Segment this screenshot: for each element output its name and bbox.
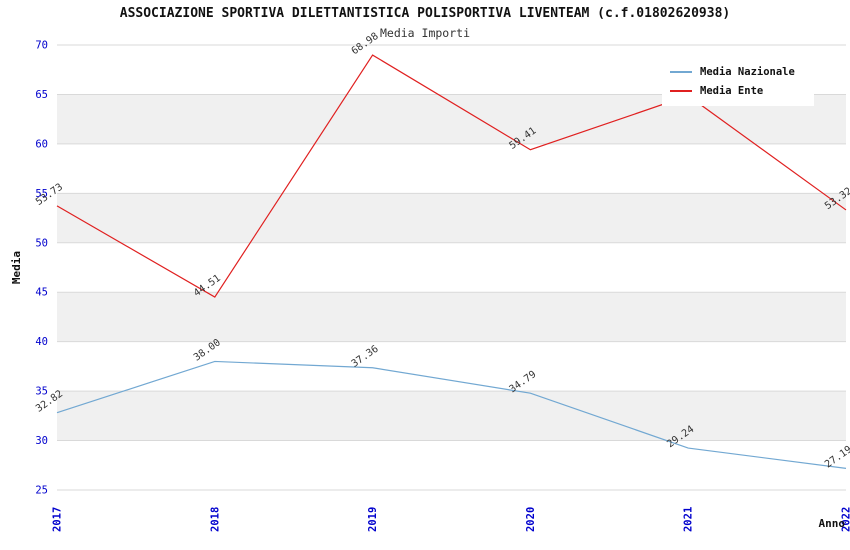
legend-label-media-nazionale: Media Nazionale [700,65,795,78]
x-tick-label: 2021 [683,507,695,532]
series-line-media-nazionale [56,360,847,469]
chart-subtitle: Media Importi [379,26,470,40]
y-tick-label: 50 [35,237,48,249]
y-tick-label: 40 [35,336,48,348]
plot-band [57,292,846,342]
x-axis-title: Anno [819,517,846,530]
x-tick-label: 2022 [841,507,850,532]
y-axis-title: Media [10,251,23,284]
plot-band [57,242,846,293]
y-tick-label: 25 [35,485,48,497]
legend-swatch-media-nazionale [670,70,692,73]
series-line-media-ente [56,54,847,298]
legend: Media Nazionale Media Ente [662,56,814,106]
plot-band [57,193,846,243]
y-tick-label: 45 [35,287,48,299]
plot-band [57,440,846,490]
legend-item-media-nazionale: Media Nazionale [670,62,806,81]
y-tick-label: 30 [35,435,48,447]
x-tick-label: 2018 [209,507,221,532]
plot-band [57,143,846,194]
legend-swatch-media-ente [670,89,692,92]
x-tick-label: 2019 [367,507,379,532]
y-tick-label: 55 [35,188,48,200]
chart-title: ASSOCIAZIONE SPORTIVA DILETTANTISTICA PO… [119,6,731,21]
y-tick-label: 35 [35,386,48,398]
y-tick-label: 60 [35,138,48,150]
legend-label-media-ente: Media Ente [700,84,764,97]
plot-band [57,391,846,441]
x-tick-label: 2020 [525,507,537,532]
plot-band [57,341,846,392]
legend-item-media-ente: Media Ente [670,81,806,100]
x-tick-label: 2017 [52,507,64,532]
y-tick-label: 70 [35,40,48,52]
y-tick-label: 65 [35,89,48,101]
